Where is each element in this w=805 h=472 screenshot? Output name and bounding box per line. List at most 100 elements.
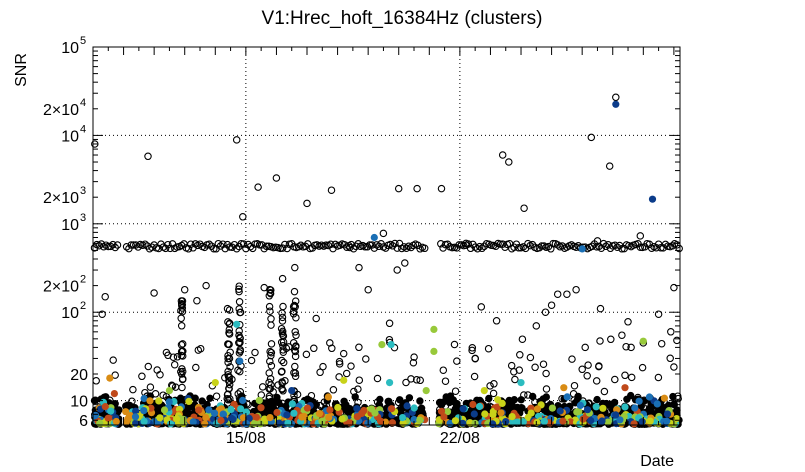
open-circle-point — [346, 243, 354, 252]
open-circle-point — [166, 244, 174, 253]
y-tick-label: 10 5 — [61, 35, 86, 57]
open-circle-point — [339, 349, 348, 358]
filled-circle-point — [165, 398, 173, 406]
open-circle-point — [661, 240, 670, 249]
open-circle-point — [173, 353, 182, 361]
open-circle-point — [178, 340, 187, 348]
open-circle-point — [255, 241, 264, 249]
open-circle-point — [355, 376, 364, 384]
filled-circle-point — [517, 379, 525, 387]
open-circle-point — [224, 390, 232, 398]
filled-circle-point — [403, 402, 411, 410]
open-circle-point — [267, 398, 275, 407]
open-circle-point — [279, 358, 288, 367]
open-circle-point — [232, 136, 241, 144]
filled-circle-point — [451, 417, 459, 425]
filled-circle-point — [370, 233, 378, 242]
open-circle-point — [613, 243, 622, 251]
open-circle-point — [169, 353, 178, 361]
open-circle-point — [347, 362, 355, 370]
open-circle-point — [505, 158, 513, 166]
filled-circle-point — [660, 394, 669, 402]
open-circle-point — [437, 184, 446, 193]
filled-circle-point — [621, 384, 629, 392]
filled-circle-point — [560, 384, 568, 392]
filled-circle-point — [489, 410, 497, 419]
open-circle-point — [224, 396, 233, 404]
open-circle-point — [624, 318, 632, 326]
y-tick-label-text: 10 — [70, 394, 88, 411]
filled-circle-point — [211, 379, 219, 387]
open-circle-point — [373, 398, 382, 406]
filled-circle-point — [132, 419, 140, 427]
open-circle-point — [192, 363, 200, 372]
open-circle-point — [441, 377, 450, 385]
open-circle-point — [490, 380, 498, 388]
open-circle-point — [468, 344, 477, 352]
open-circle-point — [104, 242, 113, 251]
open-circle-point — [267, 348, 276, 357]
y-tick-label-base: 10 — [61, 305, 79, 322]
filled-circle-point — [325, 413, 333, 421]
open-circle-point — [670, 283, 678, 292]
open-circle-point — [484, 344, 493, 353]
filled-circle-point — [217, 416, 225, 425]
open-circle-point — [355, 343, 363, 352]
open-circle-point — [214, 239, 223, 248]
open-circle-point — [531, 363, 539, 372]
open-circle-point — [232, 244, 241, 253]
filled-circle-point — [573, 408, 581, 416]
filled-circle-point — [559, 417, 567, 425]
open-circle-point — [225, 377, 234, 385]
open-circle-point — [202, 281, 210, 290]
open-circle-point — [239, 213, 247, 221]
open-circle-point — [675, 244, 683, 253]
filled-circle-point — [155, 397, 163, 405]
filled-circle-point — [635, 397, 643, 405]
open-circle-point — [272, 174, 281, 182]
y-tick-label-exponent: 4 — [80, 97, 86, 109]
filled-circle-point — [255, 396, 263, 405]
chart-title: V1:Hrec_hoft_16384Hz (clusters) — [262, 8, 543, 29]
open-circle-point — [178, 307, 187, 316]
plot-frame — [92, 46, 681, 426]
filled-circle-point — [165, 387, 173, 395]
open-circle-point — [228, 243, 236, 251]
open-circle-point — [379, 229, 388, 238]
open-circle-point — [91, 140, 99, 148]
y-tick-label-base: 10 — [61, 128, 79, 145]
open-circle-point — [267, 340, 276, 348]
filled-circle-point — [612, 411, 620, 419]
open-circle-point — [354, 240, 362, 248]
open-circle-point — [596, 337, 604, 345]
x-axis-ticks: 15/08 22/08 — [92, 47, 675, 447]
low-snr-point — [405, 394, 414, 402]
open-circle-point — [279, 338, 288, 346]
filled-circle-point — [179, 415, 187, 423]
open-circle-point — [278, 399, 287, 408]
filled-circle-point — [227, 405, 235, 414]
open-circle-point — [289, 310, 298, 318]
low-snr-point — [593, 395, 601, 404]
open-circle-point — [413, 184, 421, 193]
y-tick-label-base: 10 — [61, 217, 79, 234]
filled-circle-point — [616, 416, 624, 424]
open-circle-point — [416, 376, 424, 385]
filled-circle-point — [387, 341, 395, 349]
open-circle-point — [281, 240, 289, 249]
open-circle-point — [373, 374, 382, 383]
filled-circle-point — [132, 407, 140, 415]
filled-circle-point — [388, 405, 396, 413]
filled-circle-point — [497, 409, 505, 417]
filled-circle-point — [527, 409, 535, 417]
open-circle-point — [532, 322, 541, 330]
y-tick-label: 10 3 — [61, 212, 86, 234]
open-circle-point — [520, 204, 528, 212]
open-circle-point — [223, 304, 232, 313]
y-tick-label-base: 10 — [61, 40, 79, 57]
filled-circle-point — [508, 413, 516, 421]
open-circle-point — [291, 263, 299, 272]
open-circle-point — [111, 243, 119, 252]
filled-circle-point — [160, 406, 169, 414]
